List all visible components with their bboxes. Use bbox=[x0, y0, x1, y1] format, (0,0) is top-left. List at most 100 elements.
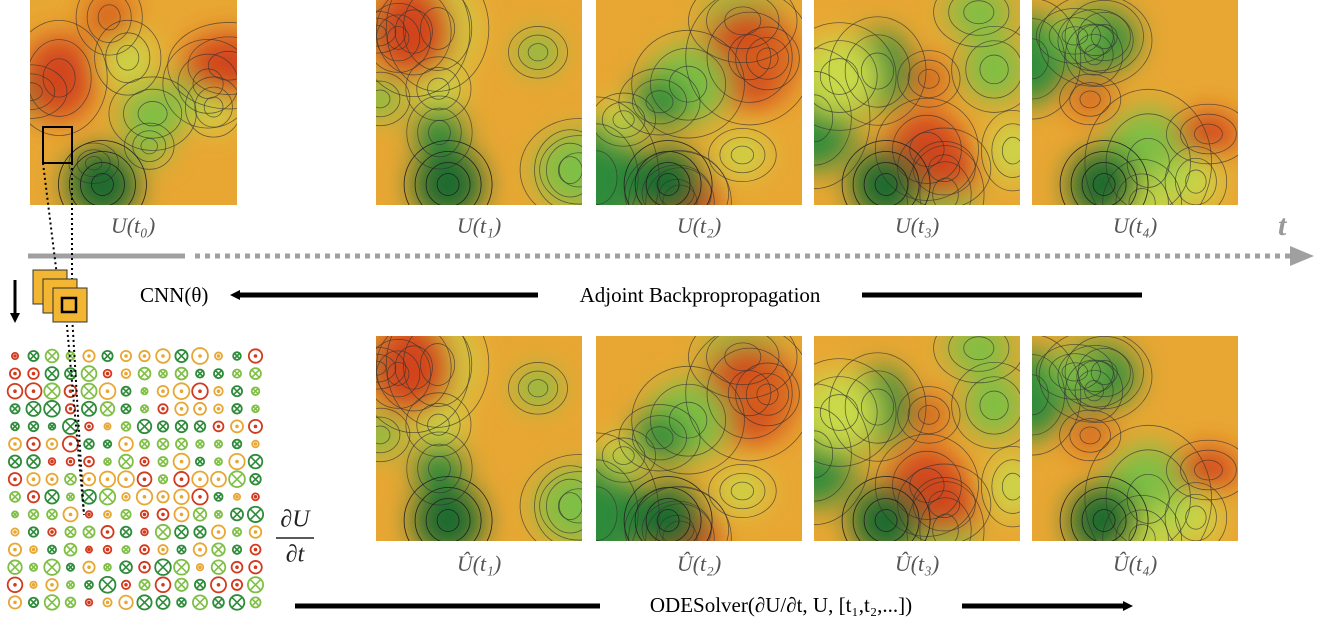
symbol-cross bbox=[158, 562, 169, 573]
symbol-dot bbox=[143, 477, 147, 481]
symbol-dot bbox=[87, 548, 91, 552]
symbol-cross bbox=[105, 565, 110, 570]
symbol-dot bbox=[235, 495, 239, 499]
symbol-cross bbox=[216, 512, 221, 517]
blob bbox=[989, 121, 1036, 181]
symbol-cross bbox=[197, 371, 203, 377]
symbol-cross bbox=[12, 424, 17, 429]
symbol-cross bbox=[30, 599, 37, 606]
symbol-cross bbox=[11, 493, 18, 500]
symbol-cross bbox=[11, 457, 20, 466]
blob bbox=[629, 77, 689, 126]
symbol-dot bbox=[13, 389, 17, 393]
symbol-cross bbox=[86, 441, 93, 448]
symbol-cross bbox=[29, 457, 38, 466]
symbol-cross bbox=[159, 423, 166, 430]
symbol-cross bbox=[233, 510, 241, 518]
symbol-cross bbox=[197, 441, 202, 446]
symbol-cross bbox=[214, 545, 223, 554]
symbol-cross bbox=[177, 580, 186, 589]
symbol-cross bbox=[178, 440, 186, 448]
symbol-dot bbox=[87, 460, 91, 464]
symbol-cross bbox=[140, 369, 148, 377]
symbol-dot bbox=[217, 407, 221, 411]
derivative-denominator: ∂t bbox=[286, 542, 306, 568]
panel-label: U(t₃) bbox=[895, 213, 939, 238]
symbol-dot bbox=[198, 389, 202, 393]
symbol-cross bbox=[123, 388, 129, 394]
symbol-cross bbox=[13, 512, 17, 516]
symbol-cross bbox=[47, 369, 56, 378]
symbol-cross bbox=[214, 562, 224, 572]
symbol-cross bbox=[48, 352, 57, 361]
symbol-dot bbox=[13, 548, 17, 552]
symbol-dot bbox=[180, 495, 184, 499]
symbol-dot bbox=[254, 425, 258, 429]
panel-label: Û(t₁) bbox=[457, 551, 501, 576]
symbol-dot bbox=[32, 477, 36, 481]
symbol-dot bbox=[50, 530, 54, 534]
blob bbox=[1046, 352, 1103, 393]
symbol-cross bbox=[176, 562, 186, 572]
symbol-cross bbox=[216, 494, 222, 500]
symbol-dot bbox=[124, 354, 128, 358]
symbol-dot bbox=[106, 372, 110, 376]
symbol-cross bbox=[65, 421, 76, 432]
symbol-cross bbox=[142, 389, 146, 393]
symbol-cross bbox=[250, 579, 261, 590]
symbol-dot bbox=[161, 513, 165, 517]
symbol-dot bbox=[180, 460, 184, 464]
symbol-cross bbox=[177, 369, 185, 377]
symbol-dot bbox=[32, 548, 36, 552]
symbol-cross bbox=[234, 547, 240, 553]
blob bbox=[372, 319, 455, 415]
symbol-dot bbox=[50, 583, 54, 587]
symbol-cross bbox=[102, 579, 113, 590]
symbol-dot bbox=[198, 565, 202, 569]
symbol-dot bbox=[254, 495, 258, 499]
symbol-cross bbox=[105, 459, 110, 464]
symbol-dot bbox=[13, 372, 17, 376]
symbol-dot bbox=[161, 407, 165, 411]
blob bbox=[516, 369, 560, 407]
symbol-dot bbox=[87, 565, 91, 569]
blob bbox=[963, 38, 1026, 102]
symbol-dot bbox=[198, 548, 202, 552]
symbol-cross bbox=[253, 406, 258, 411]
diagram: t CNN(θ) Adjoint Backpropropagation ∂U ∂… bbox=[0, 0, 1332, 628]
symbol-dot bbox=[161, 548, 165, 552]
symbol-cross bbox=[30, 529, 37, 536]
symbol-dot bbox=[235, 565, 239, 569]
symbol-dot bbox=[106, 389, 110, 393]
blob bbox=[183, 34, 273, 98]
symbol-cross bbox=[196, 510, 205, 519]
symbol-cross bbox=[104, 352, 111, 359]
symbol-cross bbox=[252, 599, 259, 606]
symbol-cross bbox=[233, 388, 240, 395]
symbol-cross bbox=[232, 597, 242, 607]
symbol-cross bbox=[234, 371, 240, 377]
symbol-cross bbox=[123, 406, 129, 412]
symbol-dot bbox=[69, 407, 73, 411]
symbol-cross bbox=[31, 565, 36, 570]
time-axis-head bbox=[1290, 246, 1314, 266]
symbol-cross bbox=[251, 457, 261, 467]
symbol-cross bbox=[67, 528, 74, 535]
symbol-dot bbox=[124, 372, 128, 376]
symbol-dot bbox=[143, 565, 147, 569]
symbol-cross bbox=[49, 547, 55, 553]
symbol-cross bbox=[160, 458, 166, 464]
symbol-cross bbox=[140, 422, 149, 431]
derivative-numerator: ∂U bbox=[280, 507, 311, 533]
symbol-cross bbox=[67, 475, 75, 483]
symbol-dot bbox=[87, 477, 91, 481]
panel-label: U(t₀) bbox=[111, 213, 155, 238]
symbol-dot bbox=[106, 530, 110, 534]
symbol-dot bbox=[217, 583, 221, 587]
symbol-cross bbox=[160, 476, 166, 482]
symbol-cross bbox=[178, 599, 184, 605]
symbol-cross bbox=[123, 547, 128, 552]
symbol-dot bbox=[180, 477, 184, 481]
symbol-cross bbox=[250, 509, 261, 520]
symbol-cross bbox=[49, 511, 56, 518]
